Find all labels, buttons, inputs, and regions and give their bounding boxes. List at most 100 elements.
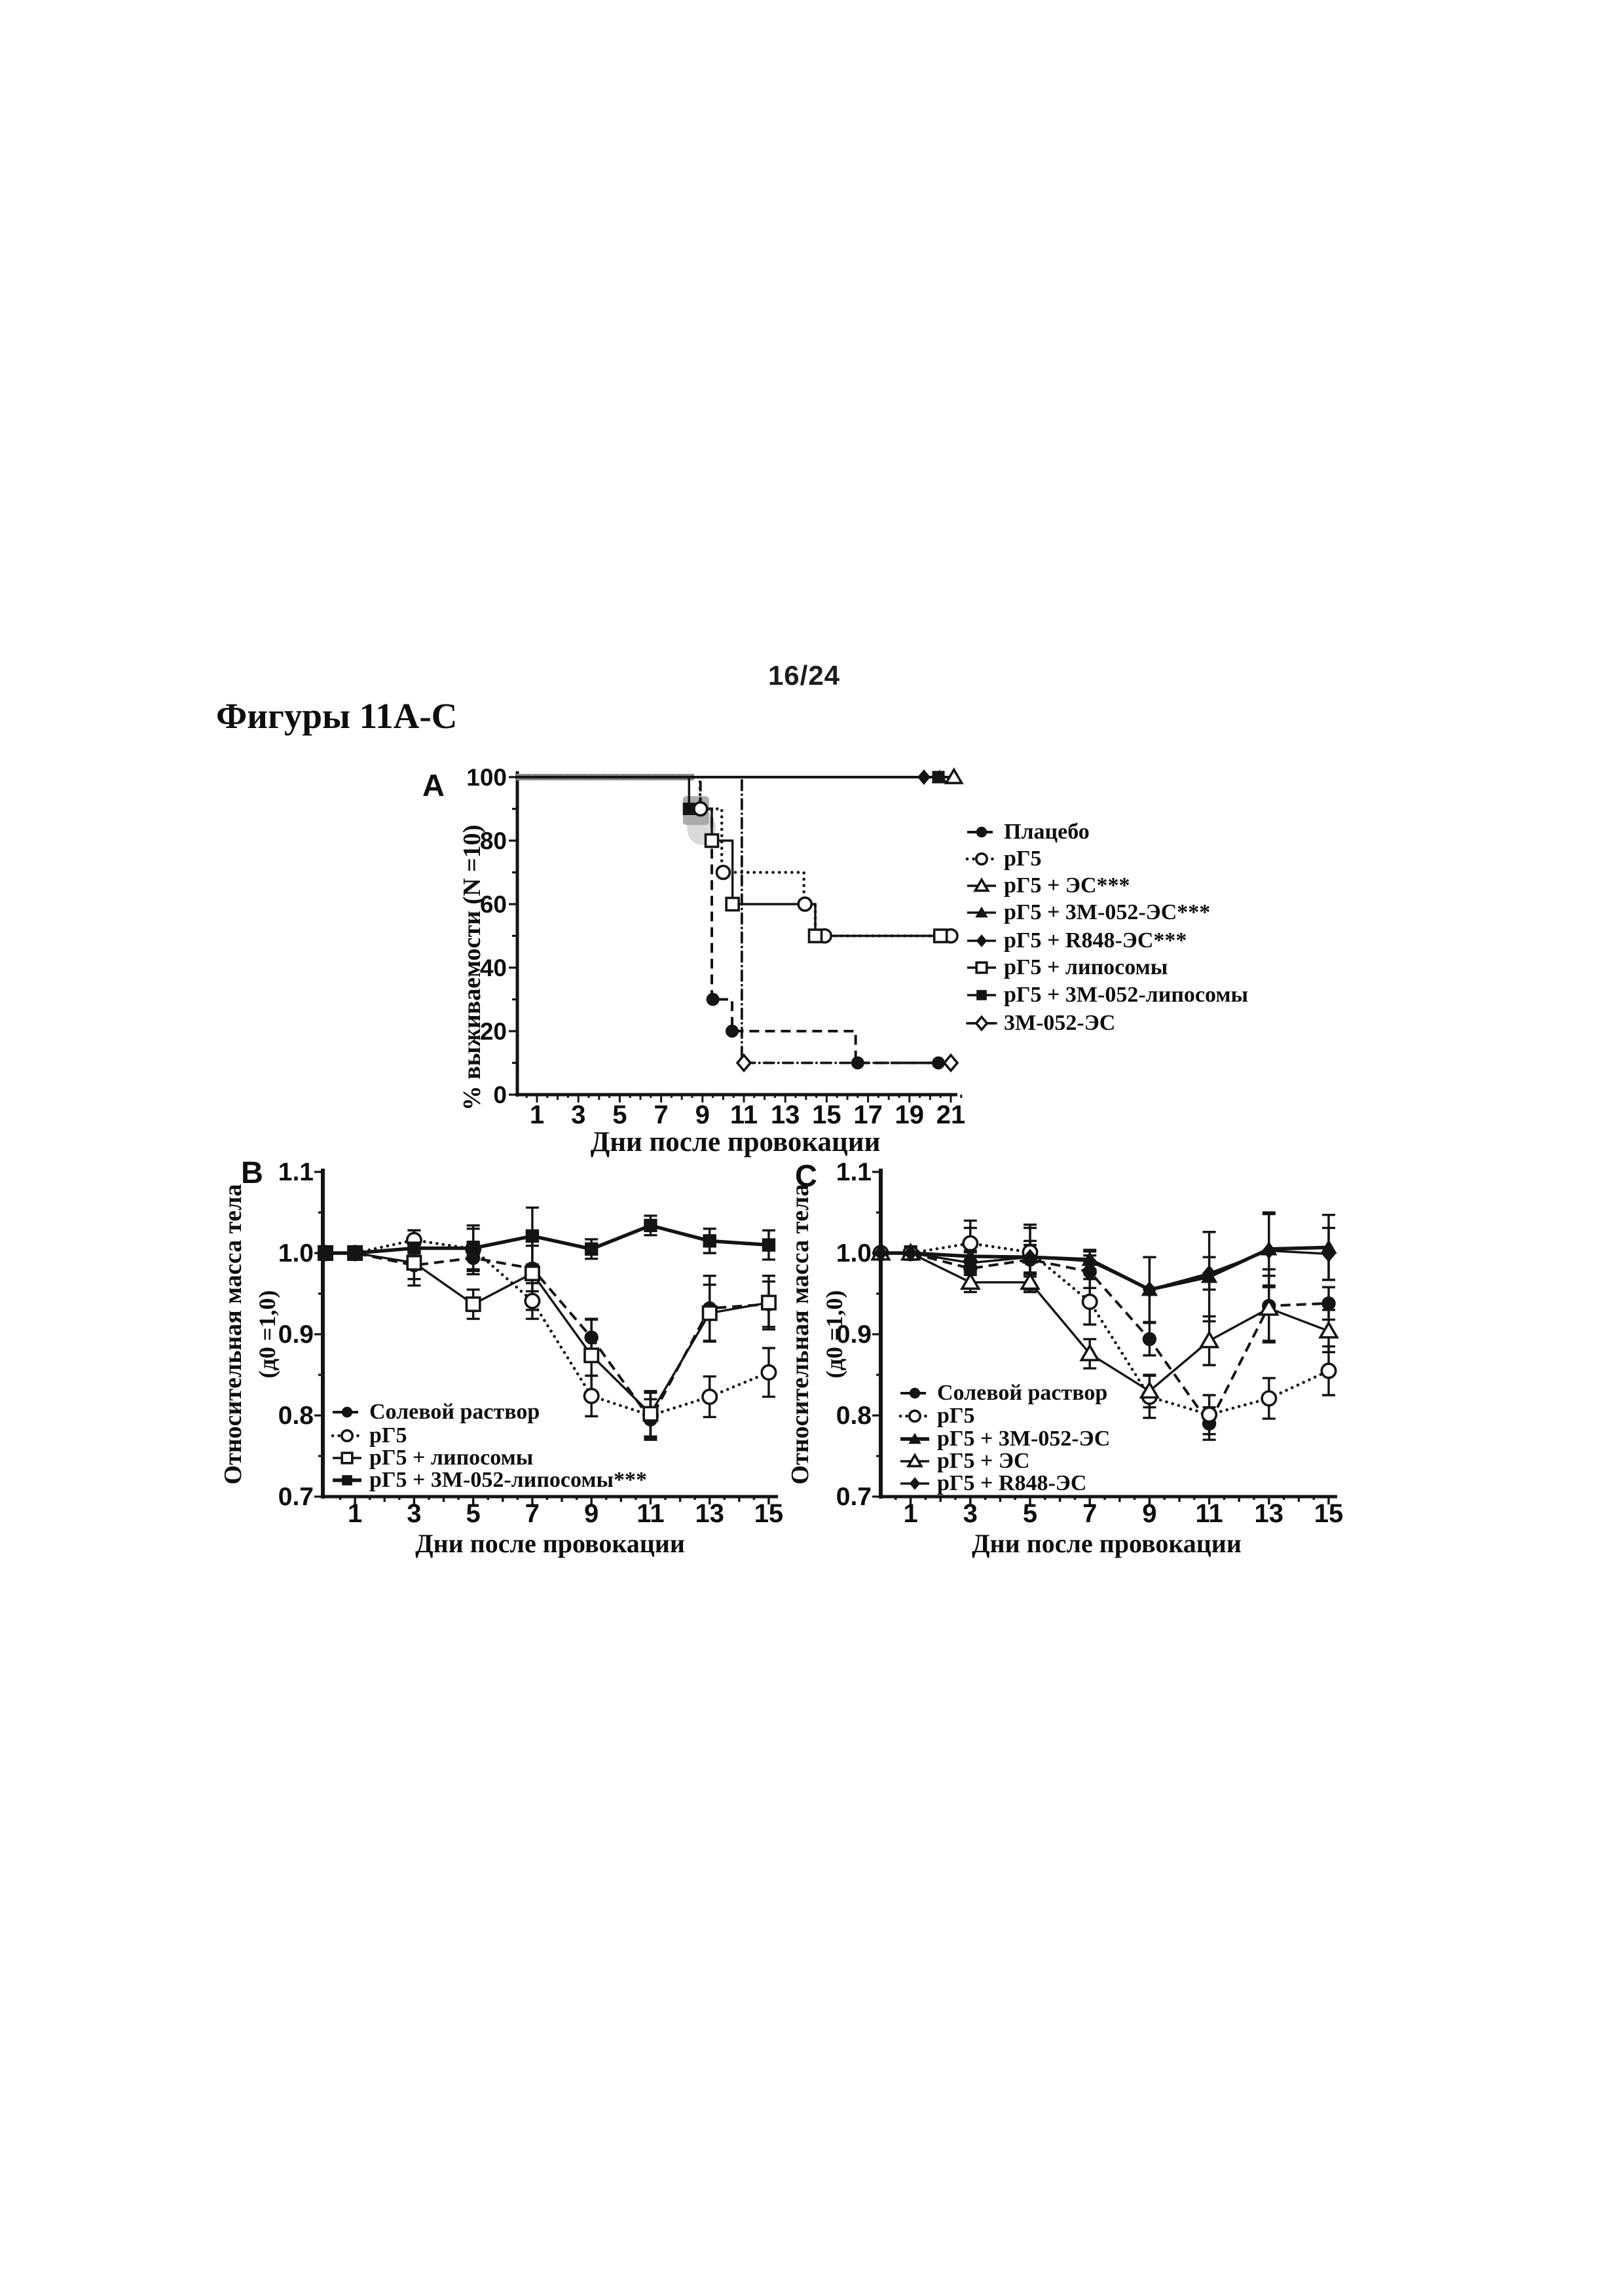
legend-item-placebo: Плацебо <box>965 821 1090 843</box>
panel-c-axes: 0.70.80.91.01.11 3 5 7 9 11 13 15 <box>836 1158 1343 1528</box>
panel-a-series-3m052-es <box>515 776 952 1065</box>
circle-open-icon <box>898 1410 931 1423</box>
legend-item-rg5-3m052-es: рГ5 + 3М-052-ЭС <box>898 1428 1110 1450</box>
legend-item-3m052-es: 3М-052-ЭС <box>965 1012 1115 1034</box>
panel-a-y-axis-title: % выживаемости (N =10) <box>458 824 486 1111</box>
panel-a-x-axis-title: Дни после провокации <box>590 1127 881 1157</box>
square-open-marker <box>725 896 740 912</box>
tick-label: 15 <box>812 1101 841 1129</box>
tick-label: 13 <box>771 1101 800 1129</box>
panel-a-markers <box>682 767 964 1073</box>
diamond-filled-marker <box>917 769 931 785</box>
legend-item-label: рГ5 + R848-ЭС*** <box>1004 928 1187 953</box>
legend-item-label: рГ5 + 3М-052-липосомы*** <box>369 1468 648 1492</box>
tick-label: 5 <box>612 1101 627 1129</box>
square-filled-marker <box>976 990 987 1000</box>
legend-item-rg5-3m052-liposomes: рГ5 + 3М-052-липосомы*** <box>331 1469 647 1491</box>
legend-item-rg5-r848-es: рГ5 + R848-ЭС*** <box>965 930 1187 952</box>
square-filled-icon <box>967 990 996 1000</box>
tick-label: 7 <box>525 1499 540 1528</box>
diamond-filled-marker <box>976 934 987 947</box>
square-filled-marker <box>682 803 695 815</box>
square-open-marker <box>465 1296 481 1313</box>
panel-b-axes: 0.70.80.91.01.11 3 5 7 9 11 13 15 <box>278 1158 783 1528</box>
triangle-open-marker <box>944 767 964 784</box>
diamond-filled-marker <box>1202 1265 1217 1282</box>
legend-item-saline: Солевой раствор <box>898 1382 1107 1404</box>
legend-item-label: рГ5 <box>937 1404 975 1428</box>
tick-label: 60 <box>480 891 507 918</box>
square-open-marker <box>642 1406 659 1422</box>
circle-filled-icon <box>333 1406 361 1418</box>
diamond-open-marker <box>735 1053 752 1073</box>
panel-a-series-placebo <box>516 776 951 1065</box>
diamond-filled-marker <box>1082 1252 1097 1270</box>
tick-label: 15 <box>1314 1499 1344 1528</box>
legend-item-rg5-es: рГ5 + ЭС*** <box>965 875 1130 897</box>
tick-label: 11 <box>637 1499 664 1528</box>
square-filled-marker <box>466 1241 480 1255</box>
tick-label: 17 <box>853 1101 883 1129</box>
legend-item-label: рГ5 + 3М-052-ЭС <box>937 1427 1111 1451</box>
tick-label: 1.1 <box>278 1158 314 1186</box>
legend-item-label: рГ5 + ЭС*** <box>1004 873 1130 898</box>
tick-label: 9 <box>695 1101 710 1129</box>
diamond-filled-icon <box>967 934 996 947</box>
legend-item-rg5-r848-es: рГ5 + R848-ЭС <box>898 1472 1086 1495</box>
diamond-filled-marker <box>963 1254 978 1271</box>
legend-item-saline: Солевой раствор <box>331 1401 540 1423</box>
circle-filled-marker <box>706 993 720 1006</box>
tick-label: 9 <box>1142 1499 1156 1528</box>
legend-item-rg5: рГ5 <box>331 1425 407 1447</box>
tick-label: 1.0 <box>278 1239 314 1267</box>
triangle-open-icon <box>967 877 996 892</box>
circle-filled-marker <box>851 1056 864 1070</box>
diamond-filled-marker <box>909 1477 921 1490</box>
circle-open-marker <box>962 1235 979 1252</box>
panel-a-label: A <box>422 768 445 803</box>
panel-b-y-axis-subtitle: (д0 =1,0) <box>254 1290 280 1379</box>
triangle-filled-marker <box>908 1432 921 1444</box>
triangle-open-marker <box>1318 1321 1339 1339</box>
square-filled-marker <box>407 1241 421 1255</box>
triangle-open-icon <box>900 1453 929 1468</box>
square-filled-marker <box>584 1242 599 1256</box>
triangle-open-marker <box>1258 1298 1280 1316</box>
legend-item-label: рГ5 + липосомы <box>1004 955 1168 979</box>
diamond-filled-marker <box>1262 1242 1276 1260</box>
circle-open-marker <box>1320 1362 1337 1379</box>
tick-label: 13 <box>695 1499 724 1528</box>
diamond-open-marker <box>974 1015 989 1032</box>
circle-open-marker <box>1201 1406 1218 1423</box>
diamond-filled-marker <box>1321 1245 1336 1262</box>
square-filled-marker <box>525 1229 540 1243</box>
triangle-filled-icon <box>900 1432 929 1444</box>
square-open-marker <box>341 1451 354 1465</box>
tick-label: 1 <box>348 1499 362 1528</box>
diamond-filled-marker <box>1142 1281 1157 1298</box>
circle-open-icon <box>965 852 998 866</box>
tick-label: 19 <box>895 1101 925 1129</box>
legend-item-rg5: рГ5 <box>898 1405 975 1427</box>
diamond-open-marker <box>942 1053 959 1073</box>
circle-open-marker <box>797 896 813 912</box>
square-open-marker <box>704 833 720 848</box>
panel-c-x-axis-title: Дни после провокации <box>972 1529 1242 1558</box>
square-open-marker <box>524 1266 540 1282</box>
square-filled-marker <box>932 771 945 784</box>
triangle-open-marker <box>1020 1271 1041 1290</box>
circle-open-marker <box>975 852 988 866</box>
tick-label: 3 <box>963 1499 978 1528</box>
legend-item-label: 3М-052-ЭС <box>1004 1011 1116 1035</box>
circle-filled-marker <box>726 1025 739 1038</box>
tick-label: 9 <box>584 1499 599 1528</box>
tick-label: 11 <box>730 1101 758 1129</box>
tick-label: 20 <box>480 1018 507 1045</box>
legend-item-label: рГ5 + ЭС <box>937 1449 1030 1473</box>
square-open-icon <box>967 961 996 974</box>
tick-label: 7 <box>1082 1499 1097 1528</box>
diamond-filled-icon <box>900 1477 929 1490</box>
legend-item-label: рГ5 <box>369 1423 407 1448</box>
triangle-open-marker <box>1198 1330 1220 1349</box>
